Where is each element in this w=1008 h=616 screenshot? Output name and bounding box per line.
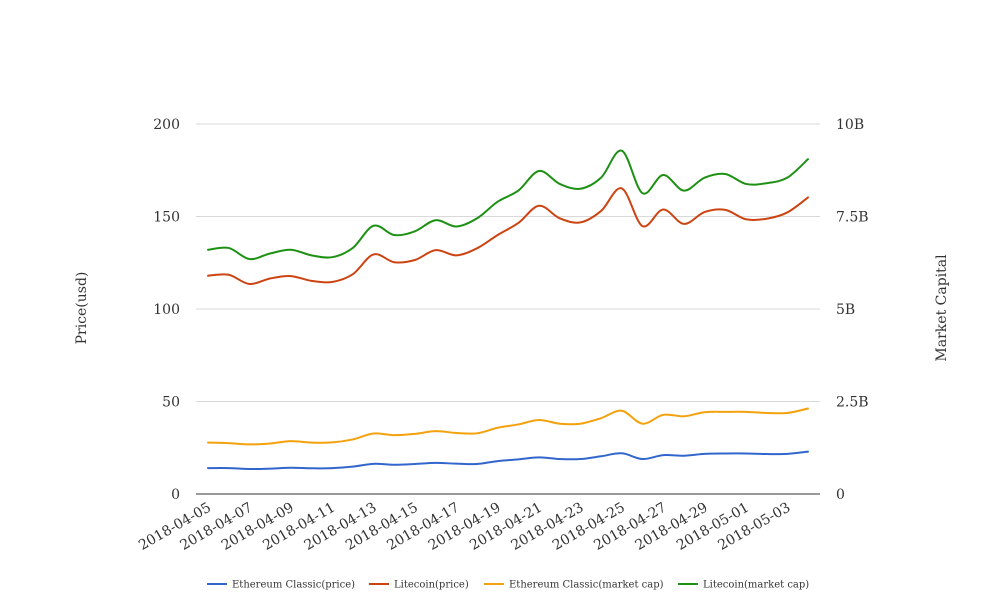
x-axis-ticks: 2018-04-052018-04-072018-04-092018-04-11… <box>136 500 793 554</box>
legend-item[interactable]: Ethereum Classic(price) <box>207 580 355 591</box>
legend-label: Ethereum Classic(price) <box>232 580 355 591</box>
series-line-litecoin-market-cap <box>207 149 809 261</box>
series-line-ethereum-classic-market-cap <box>207 407 809 446</box>
legend-label: Litecoin(price) <box>394 580 469 591</box>
legend[interactable]: Ethereum Classic(price) Litecoin(price) Et… <box>207 580 809 591</box>
right-axis-title: Market Capital <box>934 254 950 362</box>
legend-item[interactable]: Ethereum Classic(market cap) <box>484 580 664 591</box>
legend-item[interactable]: Litecoin(market cap) <box>678 580 809 591</box>
right-tick-label: 7.5B <box>836 210 869 226</box>
left-axis-title: Price(usd) <box>74 272 90 345</box>
left-axis-ticks: 0 50 100 150 200 <box>153 117 180 503</box>
series-line-litecoin-price <box>207 187 809 286</box>
right-tick-label: 2.5B <box>836 395 869 411</box>
right-tick-label: 0 <box>836 487 845 503</box>
left-tick-label: 150 <box>153 210 180 226</box>
legend-item[interactable]: Litecoin(price) <box>369 580 469 591</box>
legend-label: Ethereum Classic(market cap) <box>509 580 664 591</box>
left-tick-label: 200 <box>153 117 180 133</box>
right-tick-label: 5B <box>836 302 855 318</box>
left-tick-label: 50 <box>162 395 180 411</box>
right-axis-ticks: 0 2.5B 5B 7.5B 10B <box>836 117 869 503</box>
left-tick-label: 100 <box>153 302 180 318</box>
series-line-ethereum-classic-price <box>207 450 809 471</box>
series-lines <box>207 149 809 471</box>
gridlines <box>196 123 820 495</box>
right-tick-label: 10B <box>836 117 864 133</box>
left-tick-label: 0 <box>171 487 180 503</box>
legend-label: Litecoin(market cap) <box>703 580 809 591</box>
